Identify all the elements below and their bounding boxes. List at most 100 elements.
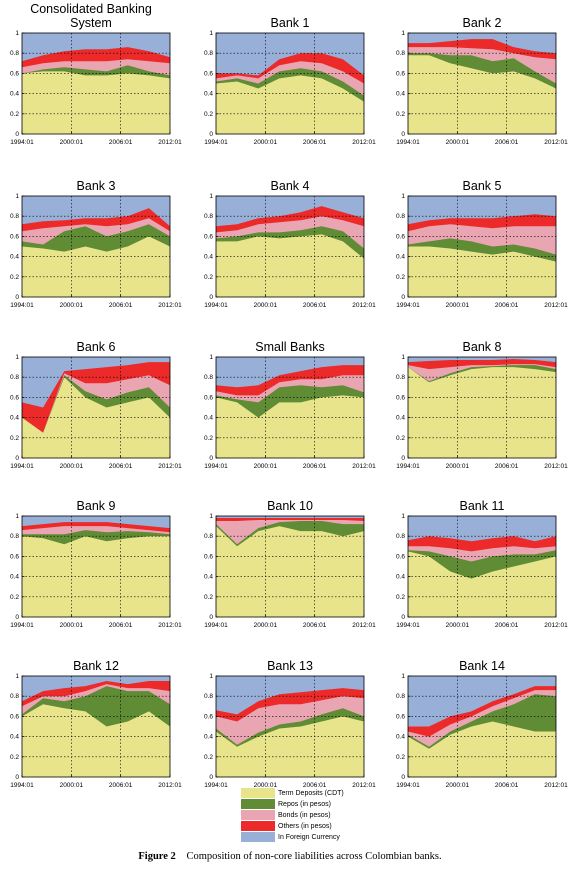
x-tick-label: 2000:01 [446, 622, 470, 629]
plot-frame [407, 195, 557, 298]
y-tick-label: 0.2 [396, 111, 405, 118]
chart-panel-consolidated-banking-system: 0 0.2 0.4 0.6 0.8 1 1994:01 2000:01 2006:01 2012:… [10, 2, 182, 146]
chart-title-bank-13: Bank 13 [267, 659, 313, 673]
figure-caption-label: Figure 2 [138, 851, 176, 862]
chart-panel-bank-8: 0 0.2 0.4 0.6 0.8 1 1994:01 2000:01 2006:01 2012:… [396, 340, 568, 470]
x-tick-label: 1994:01 [396, 302, 420, 309]
x-tick-label: 2006:01 [303, 622, 327, 629]
chart-title-bank-14: Bank 14 [459, 659, 505, 673]
x-tick-label: 2000:01 [446, 302, 470, 309]
y-tick-label: 0.8 [204, 213, 213, 220]
y-tick-label: 0 [209, 614, 213, 621]
plot-frame [21, 675, 171, 778]
y-tick-label: 0.8 [10, 533, 19, 540]
y-tick-label: 0.4 [396, 574, 405, 581]
chart-panel-small-banks: 0 0.2 0.4 0.6 0.8 1 1994:01 2000:01 2006:01 2012:… [204, 340, 376, 470]
chart-panel-bank-10: 0 0.2 0.4 0.6 0.8 1 1994:01 2000:01 2006:01 2012:… [204, 499, 376, 629]
legend-swatch-foreign-currency [241, 832, 275, 842]
chart-panel-bank-3: 0 0.2 0.4 0.6 0.8 1 1994:01 2000:01 2006:01 2012:… [10, 179, 182, 309]
x-tick-label: 1994:01 [204, 622, 228, 629]
area-term-deposits [22, 704, 170, 777]
y-tick-label: 0.8 [10, 693, 19, 700]
y-tick-label: 0.8 [204, 374, 213, 381]
y-tick-label: 0.8 [396, 533, 405, 540]
chart-panel-bank-14: 0 0.2 0.4 0.6 0.8 1 1994:01 2000:01 2006:01 2012:… [396, 659, 568, 789]
plot-frame [215, 32, 365, 135]
y-tick-label: 0.4 [396, 254, 405, 261]
x-tick-label: 2000:01 [254, 463, 278, 470]
plot-frame [215, 675, 365, 778]
y-tick-label: 0.8 [204, 50, 213, 57]
area-term-deposits [408, 367, 556, 458]
x-tick-label: 2006:01 [109, 782, 133, 789]
chart-panel-bank-5: 0 0.2 0.4 0.6 0.8 1 1994:01 2000:01 2006:01 2012:… [396, 179, 568, 309]
legend-swatch-others [241, 821, 275, 831]
chart-title-bank-8: Bank 8 [463, 340, 502, 354]
legend-item-bonds: Bonds (in pesos) [241, 810, 391, 820]
area-term-deposits [216, 716, 364, 777]
y-tick-label: 0.4 [204, 91, 213, 98]
y-tick-label: 0.6 [204, 553, 213, 560]
chart-panel-bank-12: 0 0.2 0.4 0.6 0.8 1 1994:01 2000:01 2006:01 2012:… [10, 659, 182, 789]
x-tick-label: 1994:01 [204, 463, 228, 470]
y-tick-label: 0.2 [204, 274, 213, 281]
x-tick-label: 2006:01 [109, 302, 133, 309]
y-tick-label: 0.2 [204, 435, 213, 442]
x-tick-label: 2012:01 [158, 463, 182, 470]
y-tick-label: 0 [401, 455, 405, 462]
y-tick-label: 1 [401, 30, 405, 37]
x-tick-label: 2000:01 [446, 463, 470, 470]
area-term-deposits [408, 55, 556, 135]
area-term-deposits [216, 75, 364, 134]
y-tick-label: 0 [15, 131, 19, 138]
x-tick-label: 1994:01 [10, 139, 34, 146]
chart-title-bank-12: Bank 12 [73, 659, 119, 673]
chart-title-bank-5: Bank 5 [463, 179, 502, 193]
y-tick-label: 0.6 [396, 394, 405, 401]
x-tick-label: 2000:01 [254, 622, 278, 629]
plot-frame [407, 32, 557, 135]
y-tick-label: 1 [401, 673, 405, 680]
chart-title-bank-11: Bank 11 [460, 499, 505, 513]
chart-title-bank-10: Bank 10 [267, 499, 313, 513]
y-tick-label: 0 [15, 294, 19, 301]
y-tick-label: 1 [209, 513, 213, 520]
x-tick-label: 2006:01 [109, 463, 133, 470]
y-tick-label: 0 [15, 455, 19, 462]
y-tick-label: 1 [401, 354, 405, 361]
plot-frame [407, 675, 557, 778]
y-tick-label: 0.8 [396, 50, 405, 57]
y-tick-label: 0.6 [204, 713, 213, 720]
y-tick-label: 0.2 [204, 111, 213, 118]
y-tick-label: 0.4 [204, 574, 213, 581]
x-tick-label: 2006:01 [495, 139, 519, 146]
x-tick-label: 2000:01 [254, 139, 278, 146]
area-term-deposits [408, 551, 556, 617]
x-tick-label: 1994:01 [204, 782, 228, 789]
legend-swatch-term-deposits [241, 788, 275, 798]
chart-panel-bank-2: 0 0.2 0.4 0.6 0.8 1 1994:01 2000:01 2006:01 2012:… [396, 16, 568, 146]
y-tick-label: 0.6 [10, 394, 19, 401]
y-tick-label: 0.2 [396, 435, 405, 442]
x-tick-label: 2000:01 [254, 302, 278, 309]
y-tick-label: 1 [401, 513, 405, 520]
y-tick-label: 0.8 [396, 374, 405, 381]
y-tick-label: 0.4 [10, 91, 19, 98]
y-tick-label: 0 [209, 294, 213, 301]
x-tick-label: 2012:01 [158, 139, 182, 146]
y-tick-label: 0.4 [396, 415, 405, 422]
x-tick-label: 1994:01 [396, 782, 420, 789]
y-tick-label: 0.4 [396, 734, 405, 741]
x-tick-label: 2012:01 [352, 782, 376, 789]
y-tick-label: 0.8 [204, 693, 213, 700]
y-tick-label: 0.2 [10, 274, 19, 281]
x-tick-label: 2012:01 [352, 622, 376, 629]
y-tick-label: 0.6 [10, 70, 19, 77]
legend-item-others: Others (in pesos) [241, 821, 391, 831]
x-tick-label: 2012:01 [352, 139, 376, 146]
y-tick-label: 1 [209, 354, 213, 361]
area-term-deposits [216, 395, 364, 458]
x-tick-label: 2012:01 [544, 622, 568, 629]
y-tick-label: 0.2 [204, 754, 213, 761]
y-tick-label: 1 [401, 193, 405, 200]
